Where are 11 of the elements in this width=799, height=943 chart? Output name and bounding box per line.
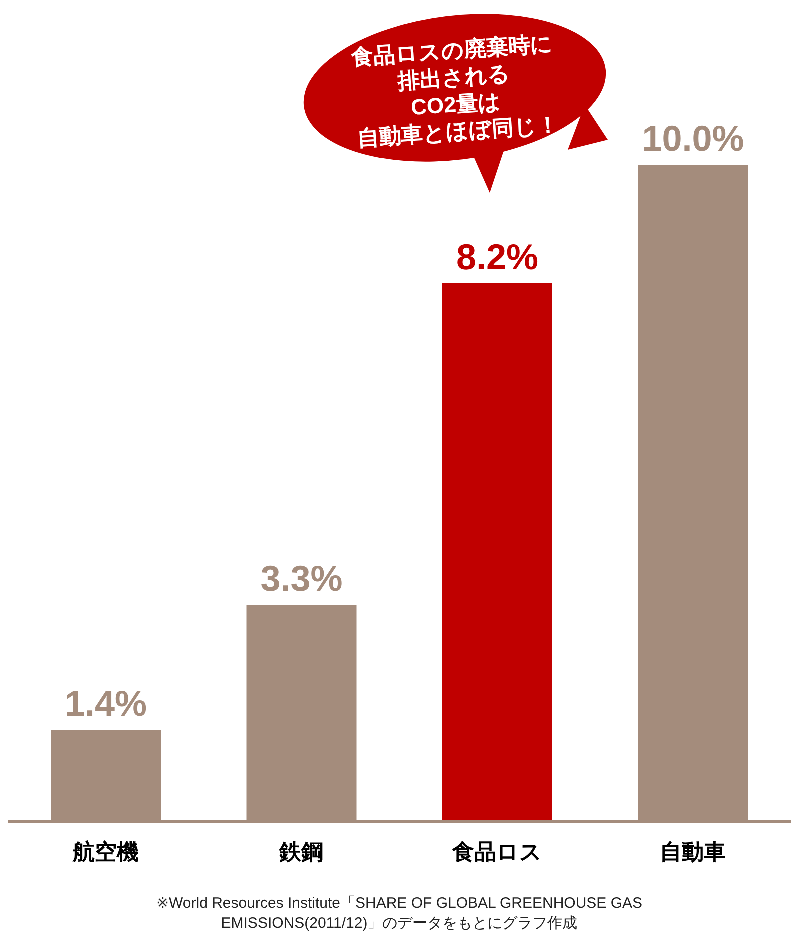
data-label: 8.2% xyxy=(456,236,539,278)
bar xyxy=(442,283,552,822)
data-label: 3.3% xyxy=(260,558,343,600)
data-label: 10.0% xyxy=(642,118,744,159)
x-tick-label: 食品ロス xyxy=(451,840,542,865)
x-tick-label: 鉄鋼 xyxy=(278,840,324,865)
x-tick-label: 自動車 xyxy=(660,840,726,865)
text: ※World Resources Institute「SHARE OF GLOBAL GREENHOUSE GAS EMISSIONS(2011/12)」のデータをもとにグラフ作成 xyxy=(155,894,644,934)
data-label: 1.4% xyxy=(64,683,148,724)
text: 食品ロスの廃棄時に排出されるCO2量は自動車とほぼ同じ！ xyxy=(350,31,560,151)
x-tick-label: 航空機 xyxy=(72,840,139,865)
